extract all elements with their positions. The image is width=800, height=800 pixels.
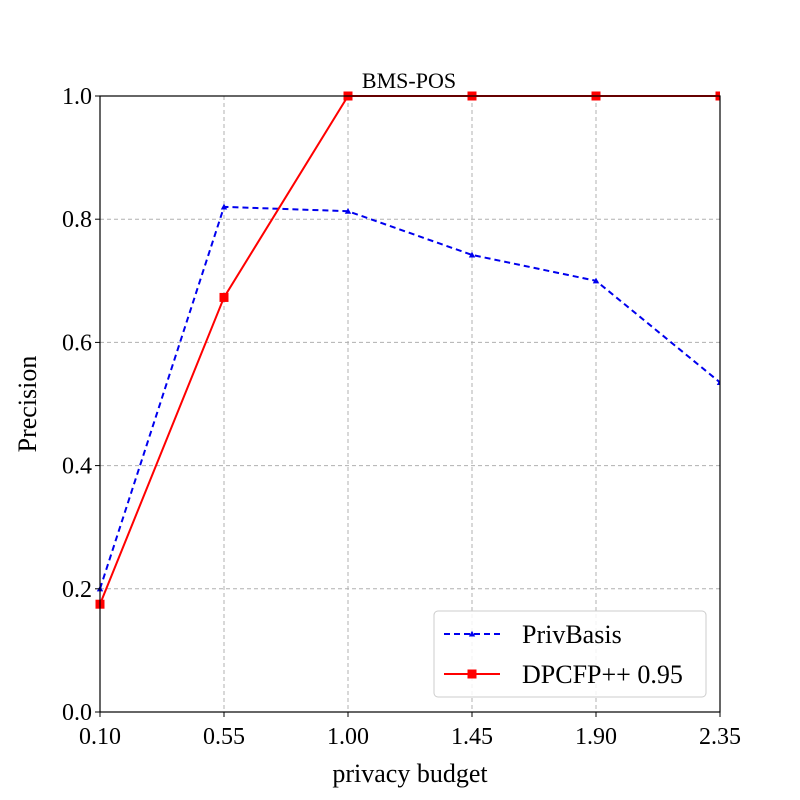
x-tick-label: 1.90: [575, 724, 617, 750]
x-tick-label: 0.10: [79, 724, 121, 750]
x-tick-label: 1.00: [327, 724, 369, 750]
ticks: 0.10 0.55 1.00 1.45 1.90 2.35 0.0 0.2 0.4 0.6 0.8 1…: [62, 84, 741, 750]
series-privbasis: [96, 203, 720, 592]
legend: PrivBasis DPCFP++ 0.95: [433, 610, 707, 698]
x-axis-label: privacy budget: [332, 759, 488, 788]
data-point: [468, 251, 476, 258]
x-tick-label: 2.35: [699, 724, 741, 750]
legend-label: PrivBasis: [522, 620, 622, 649]
y-tick-label: 0.6: [62, 330, 92, 356]
legend-box: [433, 610, 707, 698]
data-point: [716, 379, 720, 385]
data-point: [219, 292, 229, 302]
x-tick-label: 1.45: [451, 724, 493, 750]
legend-entries: PrivBasis DPCFP++ 0.95: [444, 620, 683, 689]
y-tick-label: 1.0: [62, 84, 92, 110]
data-point: [592, 277, 600, 284]
plot-frame: [99, 95, 721, 713]
data-point: [220, 203, 228, 210]
chart-title: BMS-POS: [362, 68, 456, 93]
y-tick-label: 0.2: [62, 577, 92, 603]
legend-label: DPCFP++ 0.95: [522, 660, 683, 689]
data-point: [344, 207, 352, 214]
y-tick-label: 0.0: [62, 700, 92, 726]
series-layer: [95, 91, 720, 609]
legend-marker: [467, 669, 477, 679]
x-tick-label: 0.55: [203, 724, 245, 750]
y-tick-label: 0.8: [62, 207, 92, 233]
series-dpcfp: [95, 91, 720, 609]
legend-marker: [468, 630, 476, 637]
y-axis-label: Precision: [13, 356, 42, 453]
series-line: [99, 205, 720, 590]
series-line: [99, 95, 720, 605]
y-tick-label: 0.4: [62, 454, 92, 480]
